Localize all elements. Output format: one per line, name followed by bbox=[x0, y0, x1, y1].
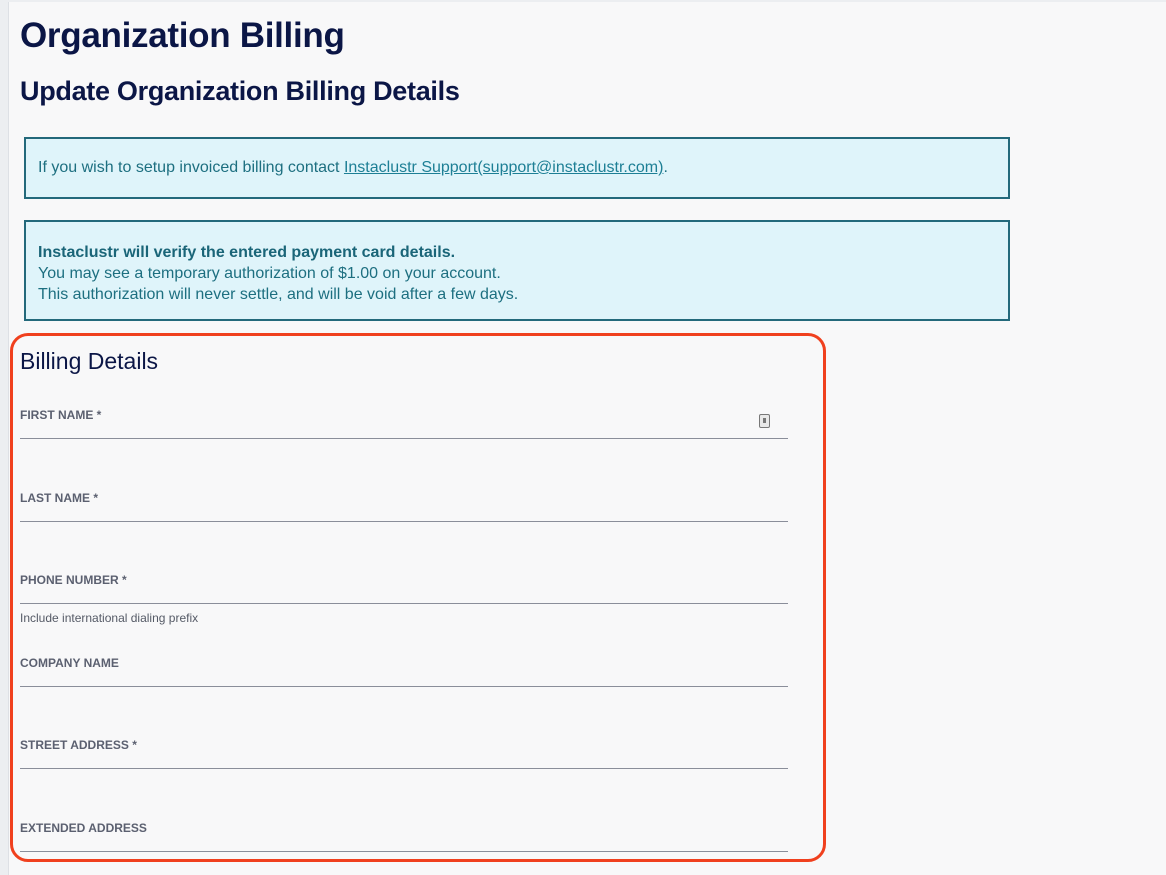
first-name-input[interactable] bbox=[20, 418, 744, 436]
page-subtitle: Update Organization Billing Details bbox=[20, 76, 460, 106]
top-edge bbox=[0, 0, 1166, 2]
alert-suffix: . bbox=[663, 159, 668, 176]
card-verify-alert: Instaclustr will verify the entered paym… bbox=[24, 220, 1010, 321]
street-address-input[interactable] bbox=[20, 748, 744, 766]
extended-address-field[interactable]: EXTENDED ADDRESS bbox=[20, 821, 788, 852]
extended-address-input[interactable] bbox=[20, 831, 744, 849]
phone-number-field[interactable]: PHONE NUMBER * bbox=[20, 573, 788, 604]
last-name-field[interactable]: LAST NAME * bbox=[20, 491, 788, 522]
last-name-input[interactable] bbox=[20, 501, 744, 519]
first-name-field[interactable]: FIRST NAME * bbox=[20, 408, 788, 439]
page-title: Organization Billing bbox=[20, 16, 345, 55]
alert-line: This authorization will never settle, an… bbox=[38, 286, 519, 303]
alert-line: You may see a temporary authorization of… bbox=[38, 265, 501, 282]
highlight-box bbox=[10, 333, 826, 862]
alert-title: Instaclustr will verify the entered paym… bbox=[38, 244, 456, 261]
company-name-field[interactable]: COMPANY NAME bbox=[20, 656, 788, 687]
billing-details-heading: Billing Details bbox=[20, 348, 159, 374]
phone-hint: Include international dialing prefix bbox=[20, 611, 199, 625]
contact-card-icon[interactable] bbox=[759, 414, 770, 428]
sidebar-edge bbox=[0, 0, 9, 875]
company-name-input[interactable] bbox=[20, 666, 744, 684]
street-address-field[interactable]: STREET ADDRESS * bbox=[20, 738, 788, 769]
alert-text: If you wish to setup invoiced billing co… bbox=[38, 159, 344, 176]
invoice-billing-alert: If you wish to setup invoiced billing co… bbox=[24, 137, 1010, 199]
phone-number-input[interactable] bbox=[20, 583, 744, 601]
support-link[interactable]: Instaclustr Support(support@instaclustr.… bbox=[343, 159, 664, 176]
